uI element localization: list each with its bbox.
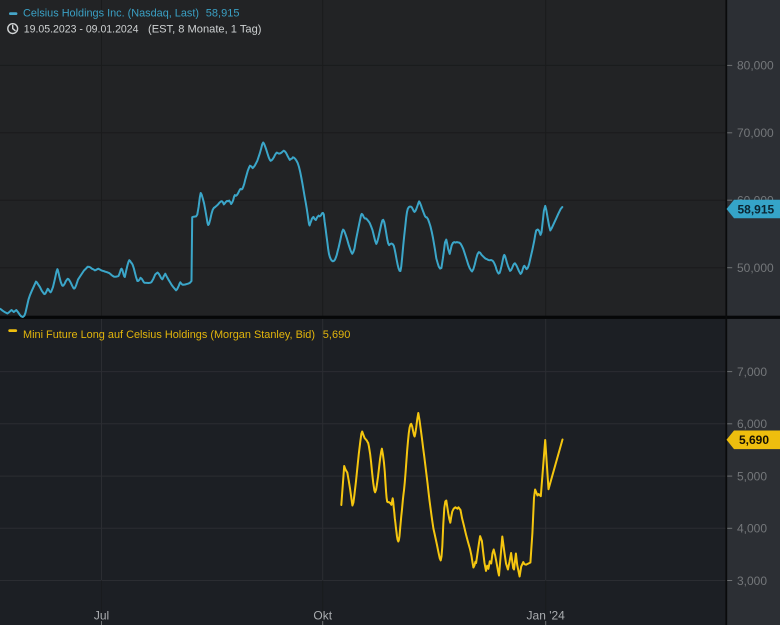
svg-text:(EST, 8 Monate, 1 Tag): (EST, 8 Monate, 1 Tag) <box>148 23 262 35</box>
svg-text:80,000: 80,000 <box>737 59 774 73</box>
svg-text:Mini Future Long auf Celsius H: Mini Future Long auf Celsius Holdings (M… <box>23 329 315 341</box>
svg-text:Jan '24: Jan '24 <box>527 608 566 622</box>
svg-text:Jul: Jul <box>94 608 109 622</box>
svg-text:58,915: 58,915 <box>738 202 775 216</box>
svg-text:6,000: 6,000 <box>737 417 767 431</box>
svg-text:58,915: 58,915 <box>206 8 240 20</box>
svg-text:50,000: 50,000 <box>737 261 774 275</box>
svg-text:Celsius Holdings Inc. (Nasdaq,: Celsius Holdings Inc. (Nasdaq, Last) <box>23 8 199 20</box>
svg-text:5,000: 5,000 <box>737 469 767 483</box>
svg-text:5,690: 5,690 <box>739 433 769 447</box>
svg-text:19.05.2023 - 09.01.2024: 19.05.2023 - 09.01.2024 <box>24 23 139 35</box>
svg-text:7,000: 7,000 <box>737 365 767 379</box>
svg-text:5,690: 5,690 <box>323 329 351 341</box>
svg-text:4,000: 4,000 <box>737 522 767 536</box>
svg-text:Okt: Okt <box>313 608 332 622</box>
svg-text:3,000: 3,000 <box>737 574 767 588</box>
svg-text:70,000: 70,000 <box>737 126 774 140</box>
